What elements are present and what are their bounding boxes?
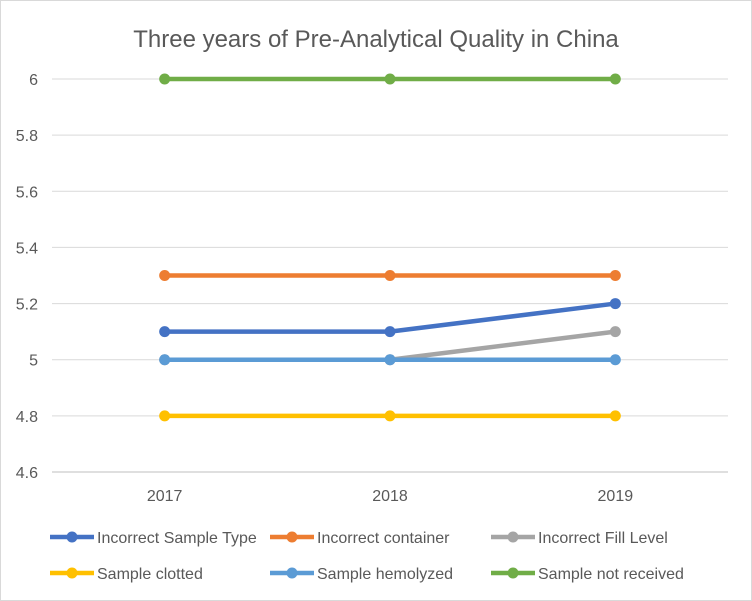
data-point	[609, 298, 621, 310]
data-point	[159, 354, 171, 366]
y-tick-label: 5.4	[16, 240, 38, 257]
x-axis-ticks: 2017 2018 2019	[147, 488, 633, 505]
legend-item: Sample clotted	[50, 566, 203, 583]
data-point	[609, 73, 621, 85]
series-incorrect-container	[159, 270, 621, 281]
data-point	[384, 354, 396, 366]
legend-marker-icon	[66, 567, 78, 579]
data-point	[609, 354, 621, 366]
legend-label: Sample clotted	[97, 566, 203, 583]
y-axis-ticks: 4.6 4.8 5 5.2 5.4 5.6 5.8 6	[16, 72, 38, 482]
y-tick-label: 5.8	[16, 128, 38, 145]
data-point	[159, 73, 171, 85]
data-point	[609, 326, 621, 338]
legend-label: Sample not received	[538, 566, 684, 583]
series-sample-not-received	[159, 73, 621, 85]
x-tick-label: 2019	[598, 488, 634, 505]
legend-marker-icon	[286, 531, 298, 543]
y-tick-label: 4.8	[16, 409, 38, 426]
series-sample-clotted	[159, 410, 621, 422]
chart-title: Three years of Pre-Analytical Quality in…	[133, 26, 619, 53]
legend-item: Sample hemolyzed	[270, 566, 453, 583]
data-point	[384, 326, 396, 338]
series-sample-hemolyzed	[159, 354, 621, 366]
data-point	[609, 410, 621, 422]
data-point	[159, 410, 171, 422]
legend-item: Sample not received	[491, 566, 684, 583]
y-tick-label: 6	[29, 72, 38, 89]
legend-marker-icon	[507, 531, 519, 543]
legend-marker-icon	[66, 531, 78, 543]
y-tick-label: 5.6	[16, 184, 38, 201]
x-tick-label: 2017	[147, 488, 183, 505]
x-tick-label: 2018	[372, 488, 408, 505]
y-tick-label: 4.6	[16, 465, 38, 482]
legend-marker-icon	[507, 567, 519, 579]
legend-item: Incorrect Fill Level	[491, 530, 668, 547]
y-tick-label: 5	[29, 353, 38, 370]
series-group	[159, 73, 621, 422]
legend-label: Incorrect container	[317, 530, 450, 547]
data-point	[384, 410, 396, 422]
legend: Incorrect Sample Type Incorrect container…	[50, 530, 684, 583]
legend-label: Sample hemolyzed	[317, 566, 453, 583]
legend-item: Incorrect Sample Type	[50, 530, 257, 547]
data-point	[159, 270, 171, 281]
data-point	[159, 326, 171, 338]
legend-item: Incorrect container	[270, 530, 450, 547]
legend-label: Incorrect Fill Level	[538, 530, 668, 547]
data-point	[384, 270, 396, 281]
data-point	[384, 73, 396, 85]
legend-marker-icon	[286, 567, 298, 579]
legend-label: Incorrect Sample Type	[97, 530, 257, 547]
series-incorrect-sample-type	[159, 298, 621, 338]
y-tick-label: 5.2	[16, 297, 38, 314]
data-point	[609, 270, 621, 281]
